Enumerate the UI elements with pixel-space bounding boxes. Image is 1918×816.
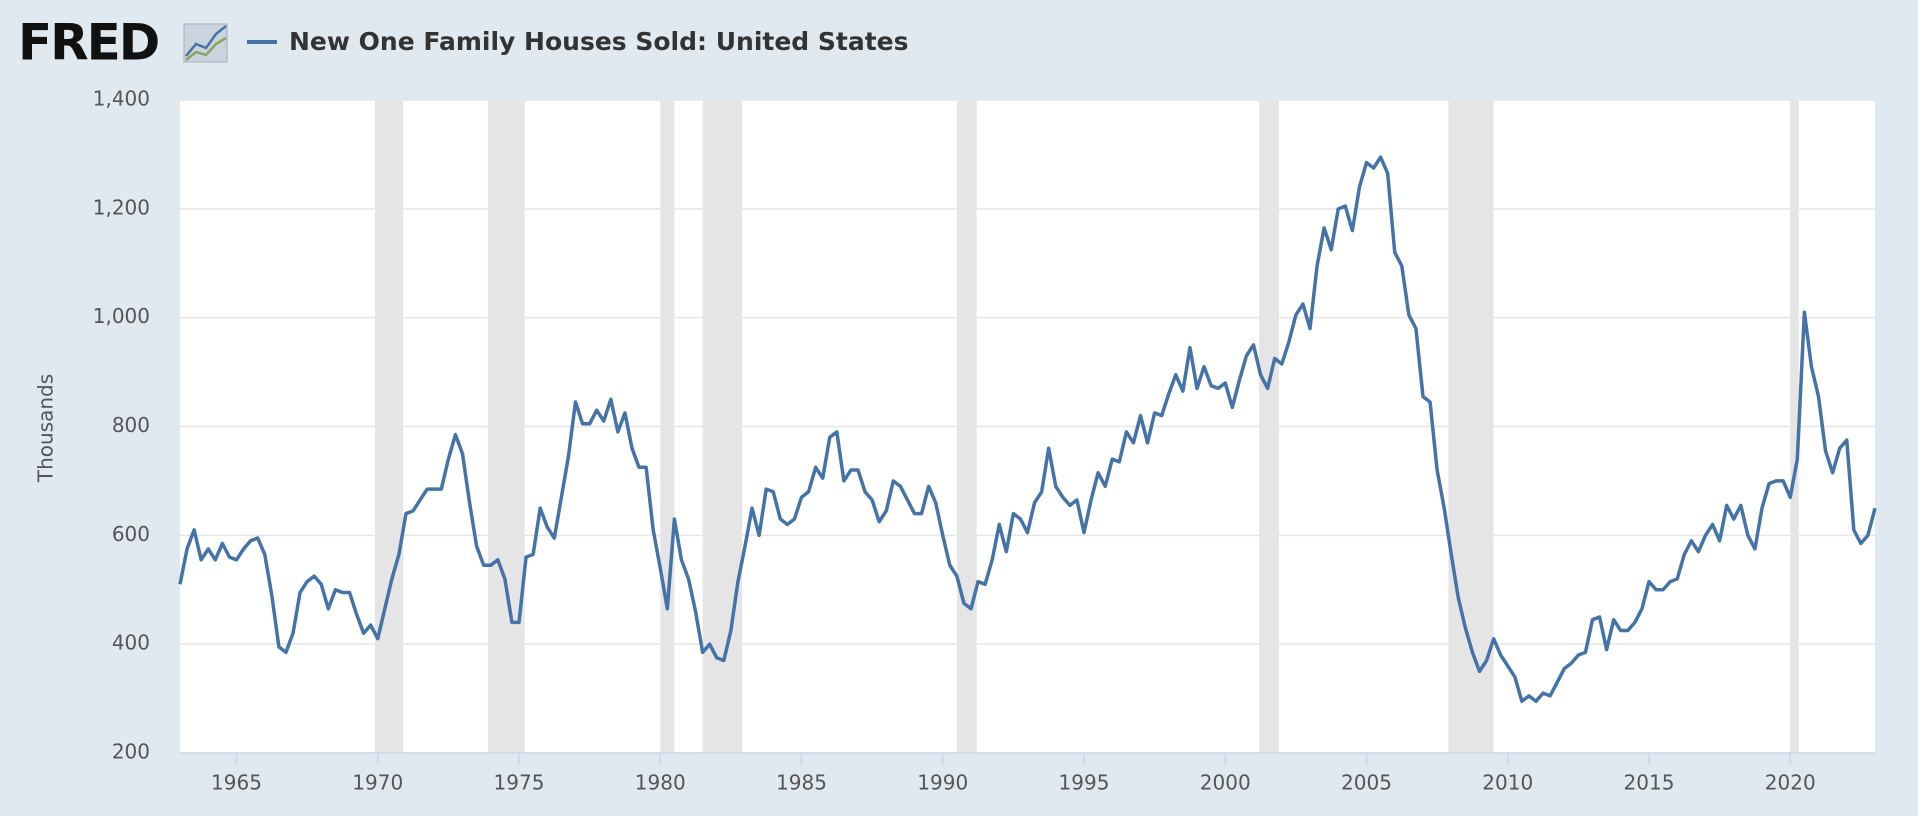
x-tick-label: 2020 — [1765, 771, 1816, 795]
logo-icon-line — [185, 25, 227, 57]
x-tick-label: 2015 — [1624, 771, 1675, 795]
y-tick-label: 800 — [112, 413, 150, 437]
y-tick-label: 1,200 — [93, 195, 150, 219]
x-tick-label: 2000 — [1200, 771, 1251, 795]
x-tick-label: 1965 — [211, 771, 262, 795]
series-line — [178, 155, 1877, 704]
x-tick-label: 2005 — [1341, 771, 1392, 795]
y-tick-label: 1,000 — [93, 304, 150, 328]
y-tick-label: 1,400 — [93, 87, 150, 111]
y-tick-label: 200 — [112, 740, 150, 764]
y-tick-label: 600 — [112, 522, 150, 546]
logo: FRED — [18, 14, 158, 72]
x-tick-label: 1985 — [776, 771, 827, 795]
legend-label: New One Family Houses Sold: United State… — [289, 27, 909, 56]
x-tick-label: 1990 — [917, 771, 968, 795]
x-tick-label: 1975 — [494, 771, 545, 795]
x-tick-label: 1970 — [352, 771, 403, 795]
x-tick-label: 1995 — [1059, 771, 1110, 795]
y-axis-label: Thousands — [34, 374, 58, 483]
logo-icon-line — [185, 36, 227, 61]
y-tick-label: 400 — [112, 631, 150, 655]
logo-icon — [183, 23, 228, 63]
x-tick-label: 1980 — [635, 771, 686, 795]
x-tick-label: 2010 — [1482, 771, 1533, 795]
